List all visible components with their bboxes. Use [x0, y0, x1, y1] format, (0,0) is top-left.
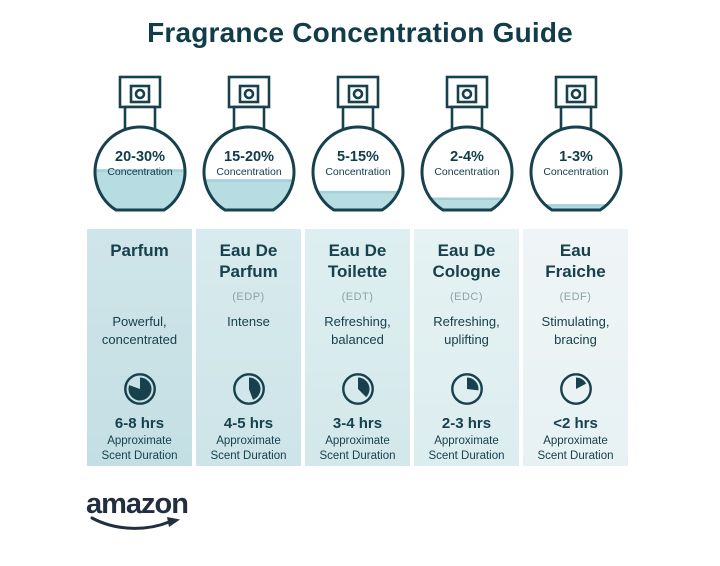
fragrance-description: Refreshing, uplifting — [433, 314, 500, 347]
fragrance-abbreviation: (EDP) — [232, 291, 265, 303]
bottle-liquid — [94, 169, 185, 210]
duration-note: Approximate Scent Duration — [319, 435, 396, 463]
fragrance-description: Intense — [227, 314, 270, 329]
concentration-label: Concentration — [543, 166, 609, 178]
fragrance-abbreviation — [87, 291, 192, 313]
spray-cap-icon — [554, 75, 597, 133]
clock-slot — [414, 371, 519, 415]
bottle-liquid — [421, 197, 512, 210]
bottle-liquid — [312, 190, 403, 210]
bottle-cell: 1-3% Concentration — [523, 75, 628, 225]
fragrance-name: Eau De Cologne — [432, 241, 501, 281]
clock-slot — [523, 371, 628, 415]
spray-cap-icon — [227, 75, 270, 133]
fragrance-name: Eau De Toilette — [327, 241, 388, 281]
fragrance-description: Refreshing, balanced — [324, 314, 391, 347]
duration-note: Approximate Scent Duration — [210, 435, 287, 463]
concentration-percent: 1-3% — [559, 149, 593, 165]
duration-hours: <2 hrs — [553, 415, 598, 432]
bottle-cell: 2-4% Concentration — [414, 75, 519, 225]
duration-note: Approximate Scent Duration — [428, 435, 505, 463]
bottle-body — [530, 126, 621, 210]
perfume-bottle: 1-3% Concentration — [529, 75, 622, 212]
bottle-liquid — [203, 179, 294, 210]
duration-clock-icon — [232, 373, 265, 405]
duration-hours: 4-5 hrs — [223, 415, 274, 432]
bottle-outline — [529, 125, 622, 212]
duration-hours: 6-8 hrs — [114, 415, 165, 432]
bottles-row: 20-30% Concentration 15-20% Concentratio… — [87, 75, 628, 225]
perfume-bottle: 5-15% Concentration — [311, 75, 404, 212]
bottle-outline — [311, 125, 404, 212]
page-title: Fragrance Concentration Guide — [147, 17, 573, 48]
fragrance-name: Eau Fraiche — [545, 241, 606, 281]
duration-clock-icon — [341, 373, 374, 405]
duration-note: Approximate Scent Duration — [101, 435, 178, 463]
clock-slot — [305, 371, 410, 415]
bottle-body — [421, 126, 512, 210]
bottle-outline — [202, 125, 295, 212]
fragrance-abbreviation: (EDT) — [341, 291, 374, 303]
fragrance-column: Eau De Toilette (EDT) Refreshing, balanc… — [305, 229, 410, 466]
concentration-label: Concentration — [434, 166, 500, 178]
fragrance-abbreviation: (EDC) — [449, 291, 484, 303]
fragrance-column: Eau De Parfum (EDP) Intense 4-5 hrs Appr… — [196, 229, 301, 466]
bottle-outline — [420, 125, 513, 212]
perfume-bottle: 15-20% Concentration — [202, 75, 295, 212]
fragrance-description: Powerful, concentrated — [101, 314, 178, 347]
concentration-percent: 5-15% — [337, 149, 379, 165]
spray-cap-icon — [118, 75, 161, 133]
duration-hours: 2-3 hrs — [441, 415, 492, 432]
bottle-cell: 5-15% Concentration — [305, 75, 410, 225]
bottle-cell: 15-20% Concentration — [196, 75, 301, 225]
concentration-label: Concentration — [325, 166, 391, 178]
clock-slot — [196, 371, 301, 415]
fragrance-name: Eau De Parfum — [219, 241, 278, 281]
spray-cap-icon — [336, 75, 379, 133]
bottle-liquid — [530, 204, 621, 210]
fragrance-column: Parfum Powerful, concentrated 6-8 hrs Ap… — [87, 229, 192, 466]
duration-hours: 3-4 hrs — [332, 415, 383, 432]
clock-slot — [87, 371, 192, 415]
fragrance-columns-row: Parfum Powerful, concentrated 6-8 hrs Ap… — [87, 229, 720, 466]
perfume-bottle: 20-30% Concentration — [93, 75, 186, 212]
fragrance-column: Eau Fraiche (EDF) Stimulating, bracing <… — [523, 229, 628, 466]
duration-clock-icon — [450, 373, 483, 405]
concentration-label: Concentration — [216, 166, 282, 178]
amazon-smile-icon — [90, 516, 180, 530]
bottle-body — [312, 126, 403, 210]
spray-cap-icon — [445, 75, 488, 133]
concentration-label: Concentration — [107, 166, 173, 178]
amazon-logo: amazon — [86, 488, 206, 530]
duration-note: Approximate Scent Duration — [537, 435, 614, 463]
fragrance-description: Stimulating, bracing — [541, 314, 610, 347]
fragrance-abbreviation: (EDF) — [559, 291, 592, 303]
duration-clock-icon — [123, 373, 156, 405]
concentration-percent: 15-20% — [224, 149, 274, 165]
concentration-percent: 2-4% — [450, 149, 484, 165]
bottle-cell: 20-30% Concentration — [87, 75, 192, 225]
bottle-outline — [93, 125, 186, 212]
perfume-bottle: 2-4% Concentration — [420, 75, 513, 212]
concentration-percent: 20-30% — [115, 149, 165, 165]
fragrance-name: Parfum — [110, 241, 169, 260]
duration-clock-icon — [559, 373, 592, 405]
fragrance-column: Eau De Cologne (EDC) Refreshing, uplifti… — [414, 229, 519, 466]
amazon-logo-text: amazon — [86, 488, 189, 520]
